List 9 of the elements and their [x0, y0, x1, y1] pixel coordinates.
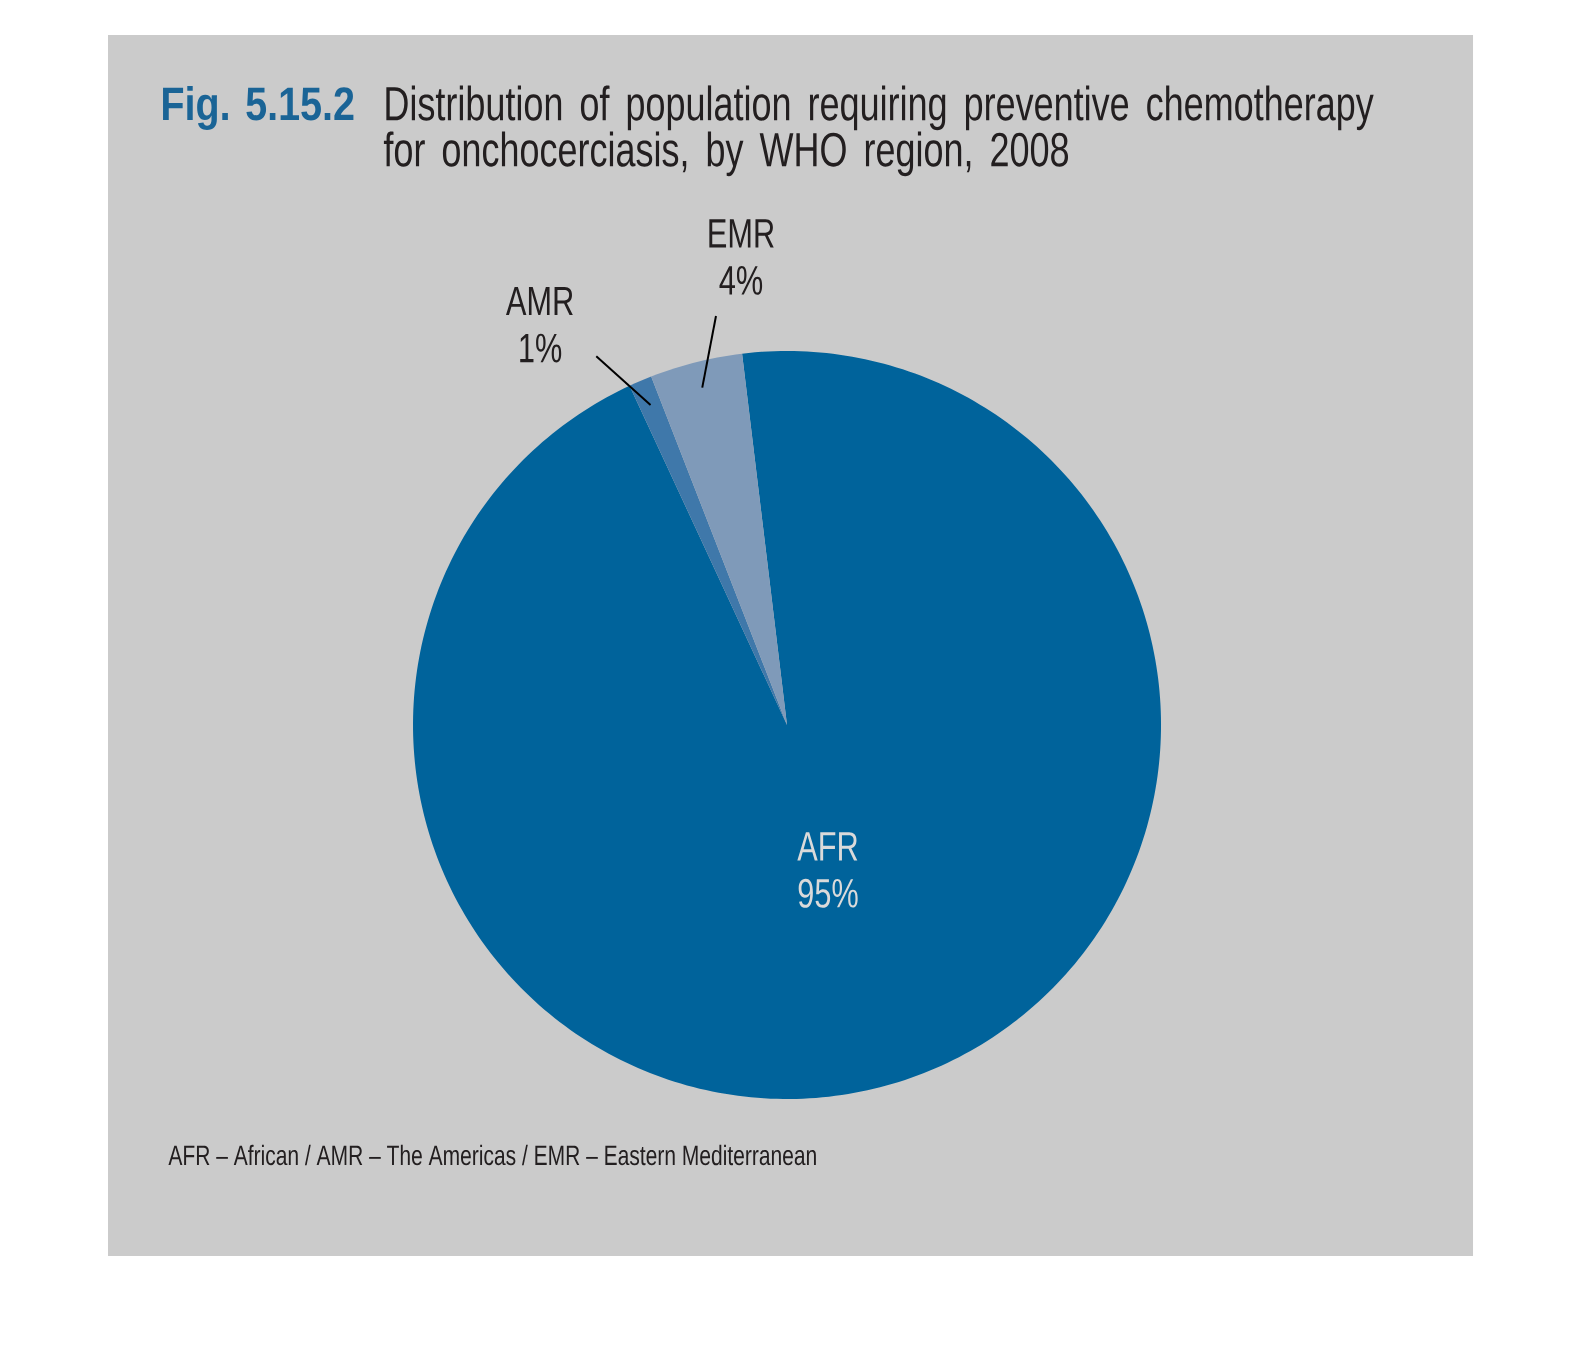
data-label: 95%	[798, 878, 858, 908]
slice-label: EMR	[709, 219, 774, 248]
chart-subtitle: Distribution of population requiring preventive chemotherapy for onchocerciasis, by WHO region, 2008	[383, 85, 1374, 177]
data-label: 1%	[520, 333, 562, 363]
slice-label: AMR	[506, 286, 573, 316]
slice-label: AFR	[797, 832, 858, 861]
chart-title: Fig. 5.15.2	[163, 85, 354, 130]
data-label: 4%	[719, 266, 763, 295]
text: AFR – African / AMR – The Americas / EMR – Eastern Mediterranean	[168, 1144, 816, 1166]
